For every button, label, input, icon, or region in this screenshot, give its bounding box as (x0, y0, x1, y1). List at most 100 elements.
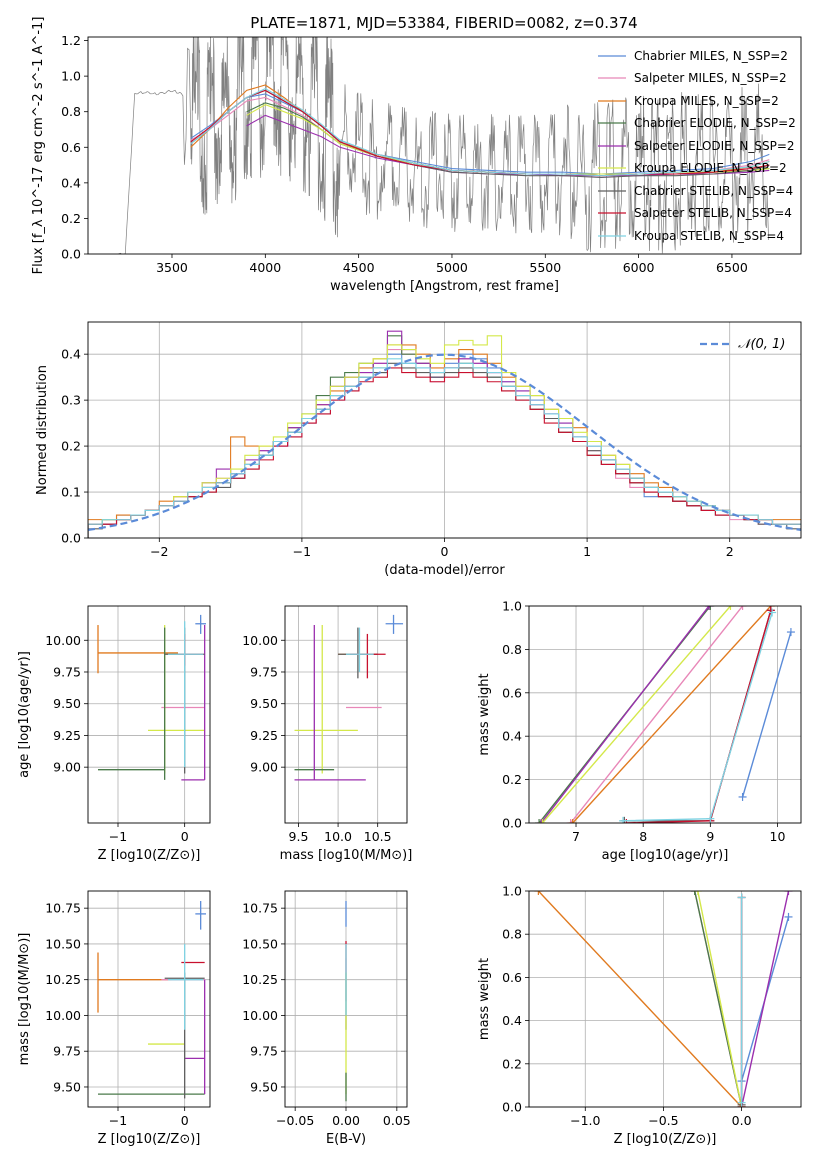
y-tick-label: 9.00 (250, 760, 278, 775)
x-tick-label: 5500 (529, 260, 561, 275)
y-axis-label: age [log10(age/yr)] (17, 651, 32, 778)
legend-label: Kroupa STELIB, N_SSP=4 (634, 229, 784, 243)
panel-age_vs_Z: −1 0 9.00 9.25 9.50 9.75 10.00 Z [log10(Z/Z⊙)] a… (17, 605, 211, 863)
plot-area (117, 37, 770, 254)
y-axis-label: mass [log10(M/M⊙)] (17, 933, 32, 1066)
x-tick-label: 6000 (623, 260, 655, 275)
y-tick-label: 1.0 (502, 599, 522, 614)
y-tick-label: 9.25 (250, 728, 278, 743)
errorbar-point (385, 614, 404, 634)
x-tick-label: 0 (181, 1113, 189, 1128)
x-axis-label: age [log10(age/yr)] (602, 848, 729, 863)
y-tick-label: 0.0 (61, 531, 81, 546)
axes-frame (528, 605, 802, 824)
y-tick-label: 10.00 (242, 1008, 278, 1023)
x-tick-label: 0 (441, 544, 449, 559)
x-tick-label: 0 (181, 829, 189, 844)
legend-entry: Chabrier STELIB, N_SSP=4 (598, 184, 793, 198)
x-axis-label: Z [log10(Z/Z⊙)] (614, 1132, 717, 1147)
plus-marker (568, 819, 577, 823)
errorbar-point (338, 627, 378, 679)
errorbar-point (195, 901, 206, 930)
errorbar-point (181, 625, 206, 781)
series-line (540, 606, 710, 823)
x-axis-label: E(B-V) (326, 1132, 366, 1147)
errorbar-point (97, 952, 172, 1013)
y-tick-label: 0.0 (61, 247, 81, 262)
legend-entry: Salpeter ELODIE, N_SSP=2 (598, 139, 795, 153)
y-tick-label: 9.75 (250, 1044, 278, 1059)
plus-marker (535, 819, 544, 823)
x-tick-label: 7 (572, 829, 580, 844)
legend-entry: Chabrier ELODIE, N_SSP=2 (598, 116, 796, 130)
errorbar-point (178, 633, 204, 666)
plus-marker (534, 891, 543, 895)
y-tick-label: 0.2 (502, 772, 522, 787)
y-tick-label: 9.75 (53, 664, 81, 679)
plot-area (294, 614, 404, 781)
plus-marker (726, 606, 735, 610)
x-tick-label: 10.0 (324, 829, 352, 844)
figure-title: PLATE=1871, MJD=53384, FIBERID=0082, z=0… (250, 14, 637, 32)
axes-frame (87, 321, 802, 539)
y-tick-label: 1.2 (61, 33, 81, 48)
x-tick-label: 10.5 (364, 829, 392, 844)
y-tick-label: 9.50 (53, 1079, 81, 1094)
y-axis-label: mass weight (477, 958, 492, 1040)
x-axis-label: mass [log10(M/M⊙)] (280, 848, 413, 863)
y-tick-label: 0.8 (61, 104, 81, 119)
plus-marker (693, 891, 702, 895)
x-tick-label: 4500 (343, 260, 375, 275)
x-tick-label: 4000 (249, 260, 281, 275)
x-tick-label: 0.00 (332, 1113, 360, 1128)
series-line (541, 606, 732, 823)
x-tick-label: −1.0 (570, 1113, 600, 1128)
axes-frame (284, 890, 408, 1108)
series-line (697, 891, 743, 1107)
errorbar-point (168, 621, 204, 768)
series-line (740, 891, 790, 1107)
axes-frame (528, 890, 802, 1108)
y-tick-label: 9.75 (53, 1044, 81, 1059)
x-tick-label: 8 (639, 829, 647, 844)
y-tick-label: 0.6 (61, 140, 81, 155)
plus-marker (737, 1098, 746, 1107)
plot-area (88, 330, 801, 538)
errorbar-point (346, 627, 374, 672)
errorbar-point (294, 625, 358, 774)
x-tick-label: 3500 (156, 260, 188, 275)
series-line (624, 610, 772, 822)
y-tick-label: 10.00 (45, 633, 81, 648)
y-tick-label: 10.75 (242, 901, 278, 916)
plus-marker (704, 606, 713, 610)
y-tick-label: 0.1 (61, 485, 81, 500)
normal-curve (88, 353, 801, 531)
plus-marker (766, 606, 775, 615)
legend-label: Kroupa MILES, N_SSP=2 (634, 94, 779, 108)
y-tick-label: 0.8 (502, 927, 522, 942)
y-tick-label: 9.00 (53, 760, 81, 775)
legend-entry: Chabrier MILES, N_SSP=2 (598, 49, 788, 63)
errorbar-point (148, 625, 205, 774)
legend-entry: Salpeter MILES, N_SSP=2 (598, 71, 787, 85)
errorbar-point (97, 625, 178, 674)
axes-frame (284, 605, 408, 824)
plus-marker (619, 816, 628, 823)
series-line (570, 606, 744, 823)
legend: Chabrier MILES, N_SSP=2 Salpeter MILES, … (598, 49, 796, 243)
x-tick-label: 5000 (436, 260, 468, 275)
errorbar-point (184, 979, 206, 1095)
y-axis-label: mass weight (477, 673, 492, 755)
y-tick-label: 10.50 (45, 936, 81, 951)
panel-mass_weight_vs_Z: −1.0 −0.5 0.0 0.0 0.2 0.4 0.6 0.8 1.0 Z [log10(Z/… (477, 884, 802, 1147)
y-tick-label: 10.75 (45, 901, 81, 916)
x-tick-label: 0.05 (383, 1113, 411, 1128)
x-axis-label: wavelength [Angstrom, rest frame] (330, 279, 559, 294)
panel-mass_vs_Z: −1 0 9.50 9.75 10.00 10.25 10.50 10.75 Z [log10(… (17, 890, 211, 1147)
x-tick-label: −1 (293, 544, 311, 559)
x-tick-label: −0.05 (276, 1113, 314, 1128)
panel-age_vs_mass: 9.5 10.0 10.5 9.00 9.25 9.50 9.75 10.00 mass [lo… (242, 605, 413, 863)
plot-area (97, 901, 206, 1099)
plus-marker (738, 606, 747, 610)
y-tick-label: 0.6 (502, 970, 522, 985)
